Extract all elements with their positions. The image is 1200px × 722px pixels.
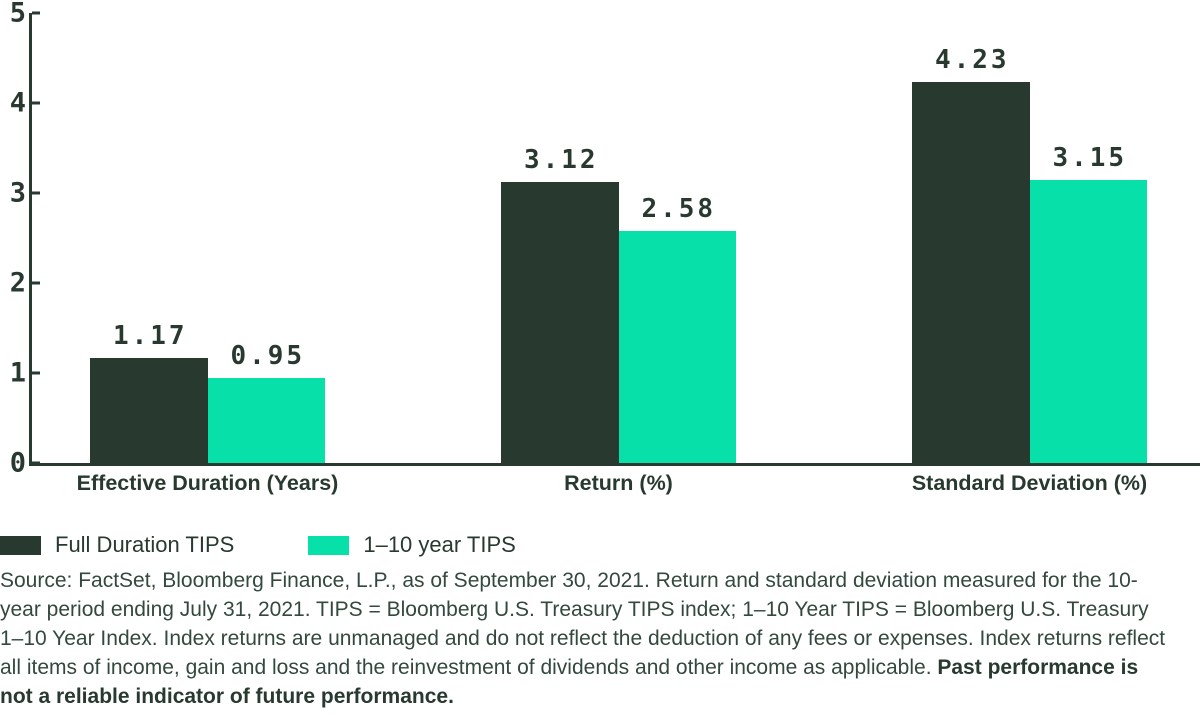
legend-item: Full Duration TIPS: [0, 532, 235, 557]
bar: [1029, 179, 1147, 463]
bar: [912, 82, 1030, 463]
bar-chart: 0 1 2 3 4 5 1.17 0.95 Effective Duration (Years)…: [9, 0, 1200, 495]
bar-group: 3.12 2.58: [501, 13, 736, 463]
bar-value-label: 0.95: [230, 340, 306, 371]
bar-value-label: 3.15: [1052, 142, 1128, 173]
category-label: Standard Deviation (%): [911, 471, 1148, 495]
bar-wrap: 3.15: [1029, 142, 1147, 463]
y-axis-tick-mark: [32, 11, 40, 15]
source-footnote: Source: FactSet, Bloomberg Finance, L.P.…: [0, 566, 1170, 711]
bar: [90, 357, 208, 463]
category-label: Return (%): [564, 471, 673, 495]
y-axis-line: [29, 13, 32, 463]
bar-wrap: 1.17: [90, 323, 208, 463]
bar-wrap: 0.95: [207, 340, 325, 463]
bar: [501, 182, 619, 463]
y-axis-tick-mark: [32, 101, 40, 105]
footnote-regular-text: Source: FactSet, Bloomberg Finance, L.P.…: [0, 569, 1166, 680]
y-axis-tick-mark: [32, 461, 40, 465]
y-axis-tick-mark: [32, 371, 40, 375]
x-axis-line: [29, 463, 1200, 466]
bar: [618, 230, 736, 463]
bar-wrap: 4.23: [912, 47, 1030, 463]
category-label: Effective Duration (Years): [76, 471, 339, 495]
y-axis-tick-label: 0: [9, 447, 26, 479]
bar-group: 1.17 0.95: [90, 13, 325, 463]
legend-label: 1–10 year TIPS: [363, 532, 516, 557]
bar-value-label: 1.17: [112, 320, 188, 351]
y-axis-tick-label: 4: [9, 87, 26, 119]
bar-value-label: 4.23: [934, 45, 1010, 76]
y-axis-tick-label: 2: [9, 267, 26, 299]
bar: [207, 377, 325, 463]
y-axis-tick-mark: [32, 281, 40, 285]
y-axis-tick-label: 1: [9, 357, 26, 389]
legend-swatch: [0, 535, 41, 555]
y-axis-tick-label: 5: [9, 0, 26, 29]
legend-swatch: [308, 535, 350, 555]
footnote-bold-text: Past performance is not a reliable indic…: [0, 656, 1139, 709]
y-axis-tick-label: 3: [9, 177, 26, 209]
bar-wrap: 2.58: [618, 193, 736, 463]
bar-value-label: 3.12: [523, 145, 599, 176]
chart-legend: Full Duration TIPS 1–10 year TIPS: [0, 532, 1200, 557]
bar-group: 4.23 3.15: [912, 13, 1147, 463]
bar-value-label: 2.58: [641, 193, 717, 224]
y-axis-tick-mark: [32, 191, 40, 195]
bar-wrap: 3.12: [501, 147, 619, 463]
legend-label: Full Duration TIPS: [55, 532, 235, 557]
legend-item: 1–10 year TIPS: [308, 532, 516, 557]
